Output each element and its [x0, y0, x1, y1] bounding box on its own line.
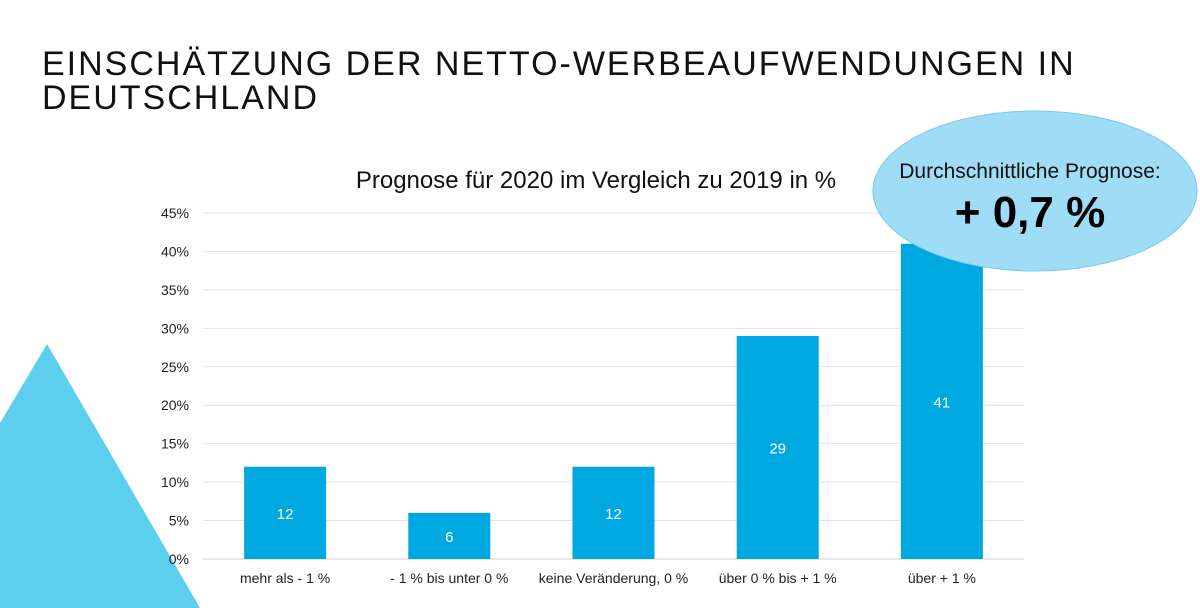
bar-data-label: 12	[277, 506, 294, 523]
triangle-shape	[0, 344, 200, 608]
y-tick-label: 40%	[161, 243, 189, 259]
bar	[736, 336, 819, 559]
bar-data-label: 41	[934, 394, 951, 411]
bars: 12 6 12 29 41	[244, 243, 983, 559]
callout-bubble	[872, 110, 1198, 272]
y-tick-label: 30%	[161, 320, 189, 336]
bar	[408, 512, 491, 559]
y-tick-label: 0%	[169, 551, 189, 567]
bar-data-label: 12	[605, 506, 622, 523]
y-tick-label: 10%	[161, 474, 189, 490]
decorative-triangle	[0, 344, 200, 608]
y-tick-label: 15%	[161, 436, 189, 452]
y-tick-label: 20%	[161, 397, 189, 413]
y-axis-ticks: 0% 5% 10% 15% 20% 25% 30% 35% 40% 45%	[161, 205, 189, 567]
page-title: EINSCHÄTZUNG DER NETTO-WERBEAUFWENDUNGEN…	[42, 45, 1076, 117]
y-tick-label: 25%	[161, 359, 189, 375]
chart-title: Prognose für 2020 im Vergleich zu 2019 i…	[355, 167, 837, 194]
callout-value: + 0,7 %	[954, 188, 1106, 237]
bar	[900, 243, 983, 559]
callout-label: Durchschnittliche Prognose:	[899, 160, 1161, 183]
y-tick-label: 35%	[161, 282, 189, 298]
y-tick-label: 5%	[169, 513, 189, 529]
x-axis-labels: mehr als - 1 % - 1 % bis unter 0 % keine V…	[240, 570, 976, 586]
x-tick-label: über 0 % bis + 1 %	[719, 570, 837, 586]
x-tick-label: keine Veränderung, 0 %	[539, 570, 688, 586]
x-tick-label: - 1 % bis unter 0 %	[390, 570, 508, 586]
x-tick-label: über + 1 %	[908, 570, 976, 586]
x-tick-label: mehr als - 1 %	[240, 570, 330, 586]
y-tick-label: 45%	[161, 205, 189, 221]
bar	[244, 466, 327, 559]
bar-data-label: 29	[769, 441, 786, 458]
callout-bubble-layer	[872, 110, 1198, 272]
bar	[572, 466, 655, 559]
bar-data-label: 6	[445, 529, 453, 546]
callout: Durchschnittliche Prognose: + 0,7 %	[880, 160, 1180, 238]
